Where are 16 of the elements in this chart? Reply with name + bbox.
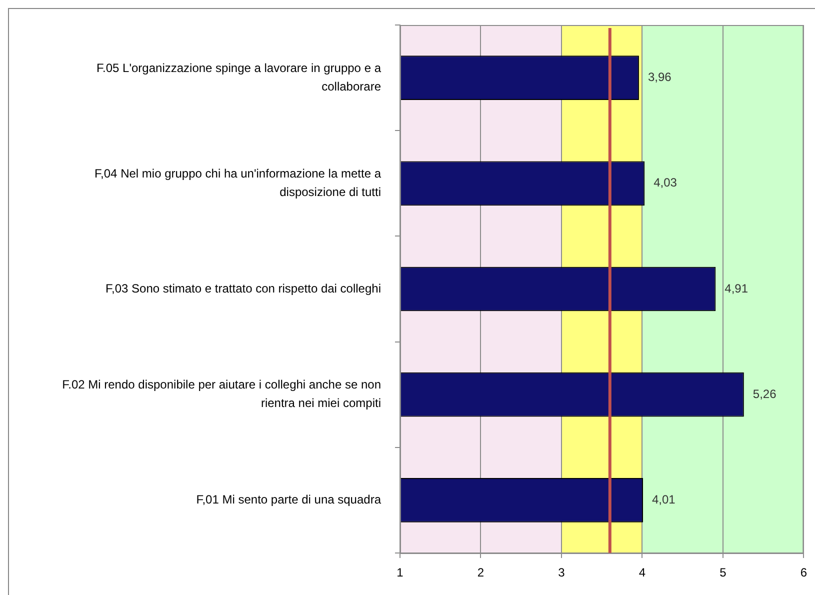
- data-label: 4,03: [654, 176, 678, 190]
- data-label: 5,26: [752, 386, 777, 401]
- y-tick-label: F,03 Sono stimato e trattato con rispetto dai colleghi: [106, 281, 381, 296]
- data-label: 4,01: [652, 492, 676, 507]
- x-tick-label: 6: [800, 566, 808, 580]
- y-tick-label: F,01 Mi sento parte di una squadra: [196, 492, 382, 507]
- x-tick-label: 2: [477, 566, 484, 580]
- x-tick-label: 5: [720, 566, 727, 580]
- y-tick-label: F.05 L'organizzazione spinge a lavorare in gruppo e a collaborare: [96, 60, 382, 94]
- x-tick-label: 4: [638, 566, 646, 580]
- y-tick-label: F.02 Mi rendo disponibile per aiutare i colleghi anche se non rientra nei miei compiti: [62, 378, 381, 410]
- x-tick-label: 3: [558, 566, 566, 580]
- data-label: 4,91: [724, 281, 748, 296]
- y-tick-label: F,04 Nel mio gruppo chi ha un'informazione la mette a disposizione di tutti: [94, 166, 382, 200]
- data-label: 3,96: [648, 70, 672, 84]
- x-tick-label: 1: [396, 566, 404, 580]
